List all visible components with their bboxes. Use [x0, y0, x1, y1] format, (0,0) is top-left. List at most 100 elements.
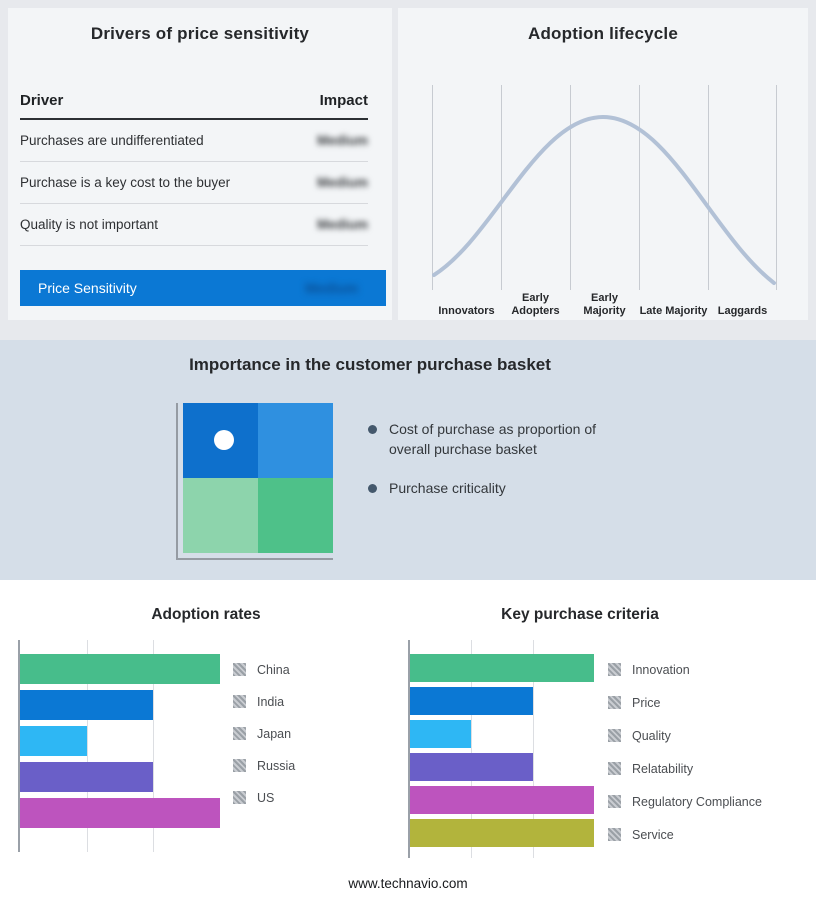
legend-label: Japan — [257, 726, 292, 741]
adoption-rates-title: Adoption rates — [151, 606, 261, 623]
table-row: Purchases are undifferentiated Medium — [20, 120, 368, 162]
bar-relatability — [410, 753, 533, 781]
legend-item: Service — [608, 828, 762, 842]
legend-item: India — [233, 694, 295, 709]
bar-service — [410, 819, 594, 847]
bullet-text: Purchase criticality — [389, 480, 506, 497]
legend-swatch-icon — [608, 795, 621, 808]
gridline — [471, 640, 473, 858]
basket-title: Importance in the customer purchase bask… — [189, 355, 551, 374]
bar-india — [20, 690, 154, 720]
legend-item: US — [233, 790, 295, 805]
legend-item: China — [233, 662, 295, 677]
key-purchase-criteria-chart — [408, 640, 594, 858]
bar-regulatory-compliance — [410, 786, 594, 814]
legend-label: Relatability — [632, 761, 694, 776]
gridline — [153, 640, 155, 852]
impact-cell-redacted: Medium — [316, 133, 368, 148]
bullet-text: Cost of purchase as proportion of overal… — [389, 421, 597, 457]
legend-label: Price — [632, 695, 661, 710]
legend-label: Regulatory Compliance — [632, 794, 762, 809]
stage-label: Laggards — [717, 305, 768, 318]
legend-label: Innovation — [632, 662, 690, 677]
price-sensitivity-value-redacted: Medium — [305, 280, 358, 296]
list-item: Purchase criticality — [368, 479, 633, 499]
driver-cell: Purchases are undifferentiated — [20, 133, 204, 148]
driver-cell: Purchase is a key cost to the buyer — [20, 175, 231, 190]
legend-swatch-icon — [233, 663, 246, 676]
table-row: Purchase is a key cost to the buyer Medi… — [20, 162, 368, 204]
lifecycle-panel: Adoption lifecycle Innovators Early Adop… — [398, 8, 808, 320]
legend-label: China — [257, 662, 290, 677]
lifecycle-stage-labels: Innovators Early Adopters Early Majority… — [432, 292, 777, 318]
drivers-table-header: Driver Impact — [20, 92, 368, 120]
legend-item: Price — [608, 695, 762, 710]
legend-label: India — [257, 694, 285, 709]
legend-swatch-icon — [608, 828, 621, 841]
legend-label: US — [257, 790, 275, 805]
legend-label: Russia — [257, 758, 296, 773]
basket-bullet-list: Cost of purchase as proportion of overal… — [368, 420, 633, 519]
gridline-segment — [432, 85, 501, 290]
legend-label: Quality — [632, 728, 671, 743]
legend-swatch-icon — [608, 696, 621, 709]
legend-item: Quality — [608, 728, 762, 743]
quadrant-cell-top-right — [258, 403, 333, 478]
quadrant-matrix — [183, 403, 333, 553]
gridline-segment — [708, 85, 777, 290]
purchase-basket-band: Importance in the customer purchase bask… — [0, 340, 816, 580]
legend-swatch-icon — [233, 695, 246, 708]
list-item: Cost of purchase as proportion of overal… — [368, 420, 633, 459]
bar-china — [20, 654, 220, 684]
impact-cell-redacted: Medium — [316, 217, 368, 232]
adoption-rates-chart — [18, 640, 220, 852]
price-sensitivity-summary-bar: Price Sensitivity Medium — [20, 270, 386, 306]
quadrant-cell-bottom-right — [258, 478, 333, 553]
drivers-table: Driver Impact Purchases are undifferenti… — [20, 92, 368, 246]
legend-item: Russia — [233, 758, 296, 773]
legend-swatch-icon — [233, 791, 246, 804]
legend-item: Regulatory Compliance — [608, 794, 762, 809]
gridline — [86, 640, 88, 852]
gridline-segment — [570, 85, 639, 290]
driver-cell: Quality is not important — [20, 217, 159, 232]
legend-swatch-icon — [233, 759, 246, 772]
key-purchase-criteria-legend: Innovation Price Quality Relatability Re… — [608, 663, 762, 861]
bar-innovation — [410, 654, 594, 682]
bullet-icon — [368, 425, 377, 434]
quadrant-axes — [176, 403, 333, 560]
key-purchase-criteria-title: Key purchase criteria — [501, 606, 659, 623]
legend-swatch-icon — [233, 727, 246, 740]
gridline-segment — [501, 85, 570, 290]
website-url: www.technavio.com — [348, 876, 468, 891]
impact-cell-redacted: Medium — [316, 175, 368, 190]
gridline-segment — [639, 85, 708, 290]
stage-label: Early Majority — [583, 292, 626, 318]
bar-russia — [20, 762, 154, 792]
gridline — [532, 640, 534, 858]
table-row: Quality is not important Medium — [20, 204, 368, 246]
bar-quality — [410, 720, 472, 748]
legend-item: Relatability — [608, 761, 762, 776]
stage-label: Late Majority — [639, 305, 708, 318]
legend-swatch-icon — [608, 663, 621, 676]
legend-swatch-icon — [608, 729, 621, 742]
legend-item: Innovation — [608, 662, 762, 677]
bar-japan — [20, 726, 87, 756]
lifecycle-title: Adoption lifecycle — [527, 24, 678, 43]
lifecycle-plot — [432, 85, 777, 290]
stage-label: Innovators — [438, 305, 495, 318]
bullet-icon — [368, 484, 377, 494]
drivers-title: Drivers of price sensitivity — [90, 24, 310, 43]
drivers-panel: Drivers of price sensitivity Driver Impa… — [8, 8, 392, 320]
legend-swatch-icon — [608, 762, 621, 775]
position-marker-dot — [214, 430, 234, 450]
bar-us — [20, 798, 220, 828]
quadrant-cell-bottom-left — [183, 478, 258, 553]
adoption-rates-legend: China India Japan Russia US — [233, 663, 295, 823]
stage-label: Early Adopters — [511, 292, 560, 318]
bar-price — [410, 687, 533, 715]
top-band: Drivers of price sensitivity Driver Impa… — [0, 0, 816, 340]
legend-item: Japan — [233, 726, 295, 741]
